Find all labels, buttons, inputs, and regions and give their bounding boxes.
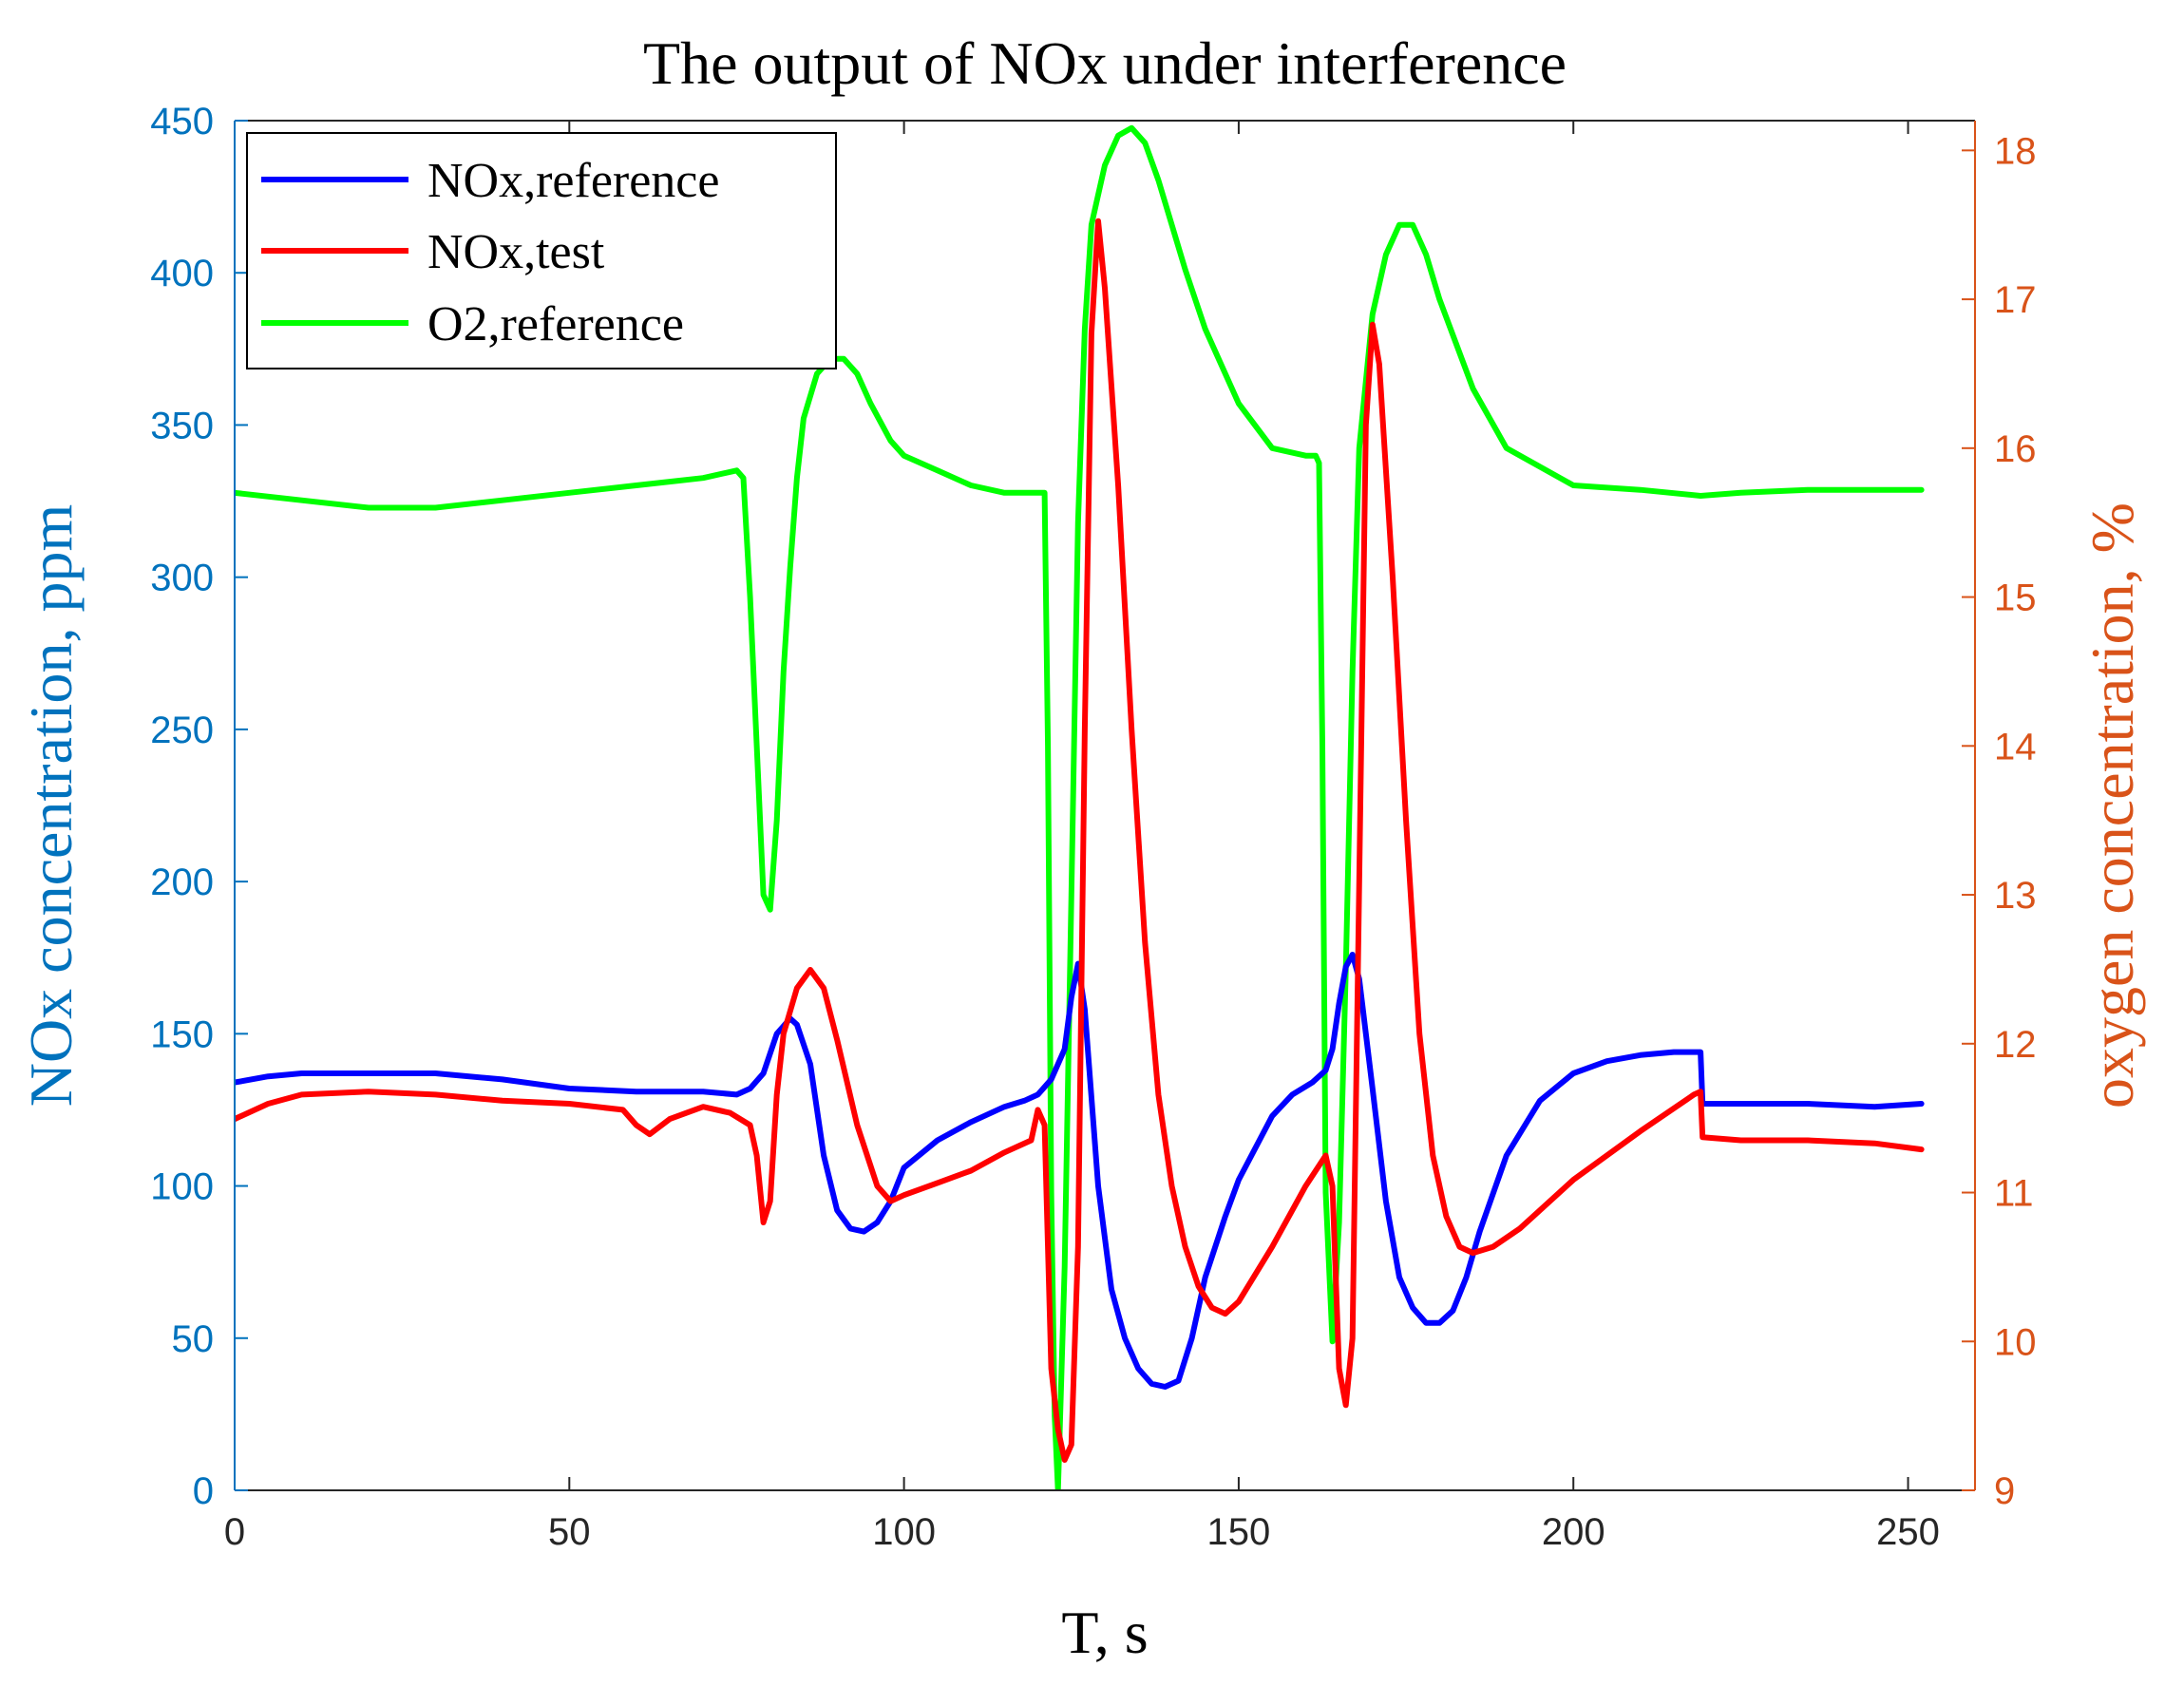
y-axis-right-label: oxygen concentration, % <box>2079 502 2146 1108</box>
series-line-o2-reference <box>235 124 1925 1490</box>
legend-label-o2-reference: O2,reference <box>427 297 684 351</box>
y-right-tick-label: 17 <box>1994 279 2037 321</box>
y-right-tick-label: 16 <box>1994 428 2037 470</box>
y-axis-right: 9 10 11 12 13 14 15 16 17 18 <box>1962 121 2037 1512</box>
legend-label-nox-test: NOx,test <box>427 225 605 279</box>
y-right-tick-label: 9 <box>1994 1470 2015 1512</box>
x-tick-label: 250 <box>1876 1511 1940 1553</box>
x-tick-label: 50 <box>548 1511 591 1553</box>
y-right-tick-label: 12 <box>1994 1024 2037 1066</box>
x-tick-label: 200 <box>1542 1511 1605 1553</box>
series-line-nox-test <box>235 218 1925 1463</box>
x-tick-label: 150 <box>1207 1511 1271 1553</box>
y-left-tick-label: 50 <box>172 1318 215 1360</box>
x-axis: 0 50 100 150 200 250 <box>224 120 1975 1553</box>
y-left-tick-label: 150 <box>150 1013 214 1055</box>
x-tick-label: 0 <box>224 1511 245 1553</box>
legend: NOx,reference NOx,test O2,reference <box>246 132 837 369</box>
y-left-tick-label: 450 <box>150 101 214 142</box>
y-left-tick-label: 400 <box>150 253 214 294</box>
legend-label-nox-reference: NOx,reference <box>427 154 719 208</box>
y-left-tick-label: 200 <box>150 862 214 903</box>
y-right-tick-label: 18 <box>1994 130 2037 172</box>
y-left-tick-label: 300 <box>150 558 214 599</box>
y-left-tick-label: 350 <box>150 405 214 446</box>
y-left-tick-label: 250 <box>150 710 214 751</box>
y-axis-left-label: NOx concentration, ppm <box>17 504 85 1108</box>
series-layer <box>235 124 1925 1490</box>
y-right-tick-label: 13 <box>1994 875 2037 917</box>
x-tick-label: 100 <box>872 1511 936 1553</box>
y-axis-left: 0 50 100 150 200 250 300 350 400 450 <box>150 101 248 1512</box>
chart-title: The output of NOx under interference <box>643 29 1567 97</box>
y-right-tick-label: 14 <box>1994 726 2037 767</box>
y-left-tick-label: 100 <box>150 1166 214 1208</box>
y-right-tick-label: 10 <box>1994 1321 2037 1363</box>
x-axis-label: T, s <box>1061 1599 1148 1666</box>
y-left-tick-label: 0 <box>193 1470 214 1512</box>
series-line-nox-reference <box>235 952 1925 1390</box>
y-right-tick-label: 15 <box>1994 578 2037 619</box>
y-right-tick-label: 11 <box>1994 1173 2034 1215</box>
